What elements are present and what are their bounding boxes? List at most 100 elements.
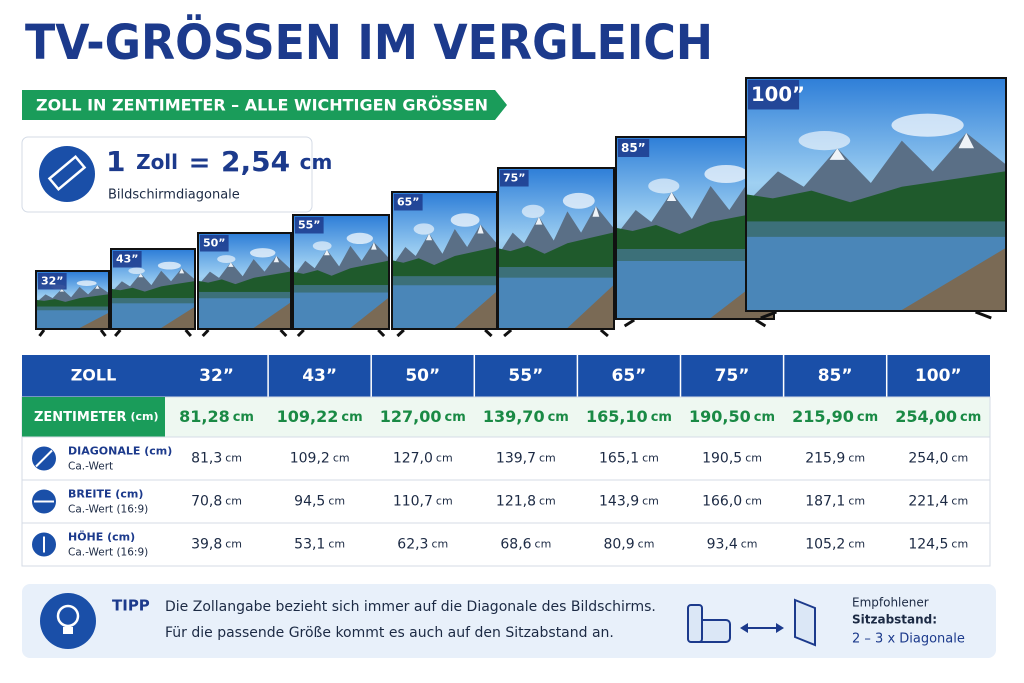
header-size: 85” bbox=[818, 366, 853, 386]
cell-value: 93,4 bbox=[707, 537, 738, 553]
tv-foot bbox=[377, 328, 386, 338]
size-table: ZOLL 32” 43” 50” 55” 65” 75” 85” 100” ZENTIMETER (… bbox=[21, 355, 991, 567]
tv-foot bbox=[296, 328, 305, 338]
tv-foot bbox=[484, 328, 493, 338]
cell: 127,0 cm bbox=[393, 451, 453, 467]
header-size: 50” bbox=[405, 366, 440, 386]
tv-foot bbox=[503, 328, 513, 338]
cell: 254,0 cm bbox=[908, 451, 968, 467]
cell-unit: cm bbox=[857, 410, 878, 425]
tv-screen bbox=[747, 79, 1005, 310]
tv-foot bbox=[99, 329, 107, 337]
cell: 215,90 cm bbox=[792, 407, 878, 426]
cell-value: 124,5 bbox=[908, 537, 948, 553]
tv-label: 55” bbox=[298, 219, 321, 232]
cell-value: 110,7 bbox=[393, 494, 433, 510]
cell: 93,4 cm bbox=[707, 537, 758, 553]
subtitle: ZOLL IN ZENTIMETER – ALLE WICHTIGEN GRÖS… bbox=[36, 96, 488, 115]
cell-unit: cm bbox=[848, 538, 865, 551]
tv-foot bbox=[38, 329, 46, 337]
row-bg bbox=[21, 436, 991, 481]
cell-unit: cm bbox=[539, 495, 556, 508]
cell-unit: cm bbox=[745, 495, 762, 508]
cell-unit: cm bbox=[951, 538, 968, 551]
header-row bbox=[22, 355, 990, 397]
cell-value: 80,9 bbox=[603, 537, 634, 553]
tv: 75” bbox=[497, 167, 615, 338]
cell-value: 221,4 bbox=[908, 494, 948, 510]
header-size: 100” bbox=[915, 366, 962, 386]
cell: 143,9 cm bbox=[599, 494, 659, 510]
cell: 221,4 cm bbox=[908, 494, 968, 510]
tv: 65” bbox=[391, 191, 498, 338]
row-label: DIAGONALE (cm) bbox=[68, 445, 172, 458]
cell: 139,70 cm bbox=[483, 407, 569, 426]
tv-label-bg bbox=[113, 251, 142, 268]
header-size: 32” bbox=[199, 366, 234, 386]
cell-value: 190,5 bbox=[702, 451, 742, 467]
cell-unit: cm bbox=[233, 410, 254, 425]
tv-label-bg bbox=[394, 194, 423, 211]
label: ZENTIMETER bbox=[34, 410, 126, 425]
cell-unit: cm bbox=[535, 538, 552, 551]
cell-unit: cm bbox=[225, 452, 242, 465]
tv-label: 43” bbox=[116, 253, 139, 266]
cell-unit: cm bbox=[436, 452, 453, 465]
cell-unit: cm bbox=[651, 410, 672, 425]
tv-label-bg bbox=[200, 235, 229, 252]
conversion-text: 1 Zoll = 2,54 cm bbox=[106, 145, 332, 178]
cell-value: 165,10 bbox=[586, 407, 648, 426]
tv-foot bbox=[184, 329, 192, 337]
cell-unit: cm bbox=[444, 410, 465, 425]
cell-unit: cm bbox=[960, 410, 981, 425]
conversion-caption: Bildschirmdiagonale bbox=[108, 188, 240, 203]
tv-foot bbox=[396, 328, 405, 338]
tv-foot bbox=[755, 318, 767, 328]
cell-unit: cm bbox=[225, 495, 242, 508]
tv-label-bg bbox=[500, 170, 529, 187]
tv-label-bg bbox=[748, 80, 800, 110]
row-label: HÖHE (cm) bbox=[68, 530, 135, 544]
row-note: Ca.-Wert (16:9) bbox=[68, 547, 148, 559]
tv-foot bbox=[279, 328, 288, 338]
cell-unit: cm bbox=[539, 452, 556, 465]
cell: 68,6 cm bbox=[500, 537, 551, 553]
cell-unit: cm bbox=[951, 495, 968, 508]
cell-value: 139,70 bbox=[483, 407, 545, 426]
cell-value: 215,9 bbox=[805, 451, 845, 467]
tv-foot bbox=[599, 328, 609, 338]
cell-value: 105,2 bbox=[805, 537, 845, 553]
header-label: ZOLL bbox=[71, 366, 117, 385]
tv-foot bbox=[760, 310, 777, 320]
cell-value: 143,9 bbox=[599, 494, 639, 510]
tv: 43” bbox=[110, 248, 196, 337]
cell-value: 127,0 bbox=[393, 451, 433, 467]
cell-value: 109,22 bbox=[277, 407, 339, 426]
cell: 254,00 cm bbox=[895, 407, 981, 426]
cell: 190,50 cm bbox=[689, 407, 775, 426]
conversion-box bbox=[21, 136, 313, 213]
row-bg bbox=[21, 522, 991, 567]
cell: 81,28 cm bbox=[179, 407, 254, 426]
cell-value: 81,3 bbox=[191, 451, 222, 467]
cell: 94,5 cm bbox=[294, 494, 345, 510]
cell: 109,22 cm bbox=[277, 407, 363, 426]
icon-arrow bbox=[35, 449, 53, 468]
tv-label-bg bbox=[618, 139, 650, 157]
cell: 165,10 cm bbox=[586, 407, 672, 426]
distance-value: 2 – 3 x Diagonale bbox=[852, 632, 965, 647]
cell-value: 94,5 bbox=[294, 494, 325, 510]
distance-label: Empfohlener bbox=[852, 596, 929, 610]
cell-unit: cm bbox=[642, 495, 659, 508]
cell-value: 139,7 bbox=[496, 451, 536, 467]
cell-value: 165,1 bbox=[599, 451, 639, 467]
tv-icon bbox=[794, 598, 816, 647]
sofa-back bbox=[687, 604, 703, 643]
value: 2,54 bbox=[221, 145, 290, 178]
header-size: 43” bbox=[302, 366, 337, 386]
cell-value: 254,0 bbox=[908, 451, 948, 467]
tv: 55” bbox=[292, 214, 390, 338]
cell: 127,00 cm bbox=[380, 407, 466, 426]
subtitle-banner bbox=[22, 90, 507, 120]
cell-unit: cm bbox=[741, 538, 758, 551]
